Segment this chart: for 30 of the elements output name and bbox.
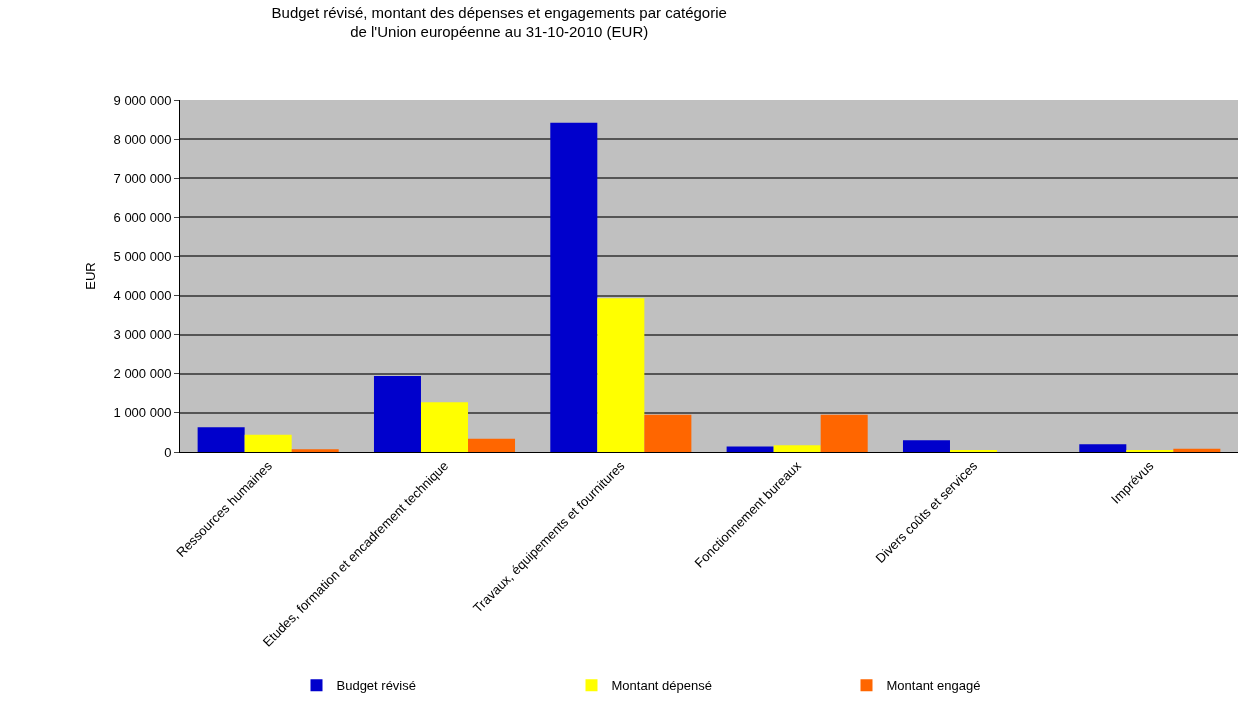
y-axis-title: EUR [82, 262, 98, 290]
legend-label: Budget révisé [336, 678, 416, 694]
bar [902, 440, 950, 452]
bar [726, 446, 774, 452]
bar [197, 427, 245, 452]
bar [644, 414, 692, 452]
legend-label: Montant engagé [886, 678, 981, 694]
bar [550, 122, 598, 452]
bar [1173, 448, 1221, 452]
y-tick-label: 4 000 000 [113, 288, 172, 304]
bar [597, 298, 645, 452]
y-tick-label: 1 000 000 [113, 405, 172, 421]
bar [820, 414, 868, 452]
y-tick-label: 5 000 000 [113, 248, 172, 264]
y-tick-label: 2 000 000 [113, 366, 172, 382]
y-tick-label: 3 000 000 [113, 327, 172, 343]
bar [773, 445, 821, 452]
bar [1079, 444, 1127, 452]
bar [244, 434, 292, 452]
y-tick-label: 9 000 000 [113, 92, 172, 108]
bar [468, 438, 516, 452]
y-tick-label: 7 000 000 [113, 170, 172, 186]
y-tick-label: 6 000 000 [113, 209, 172, 225]
bar [420, 402, 469, 452]
chart-title: Budget révisé, montant des dépenses et engagements par catégorie de l'Union européenne au 31-10-2010 (EUR) [271, 3, 727, 41]
y-tick-label: 8 000 000 [113, 131, 172, 147]
legend-label: Montant dépensé [611, 678, 712, 694]
y-tick-label: 0 [164, 444, 172, 460]
bar [373, 376, 421, 452]
bar [291, 449, 339, 452]
